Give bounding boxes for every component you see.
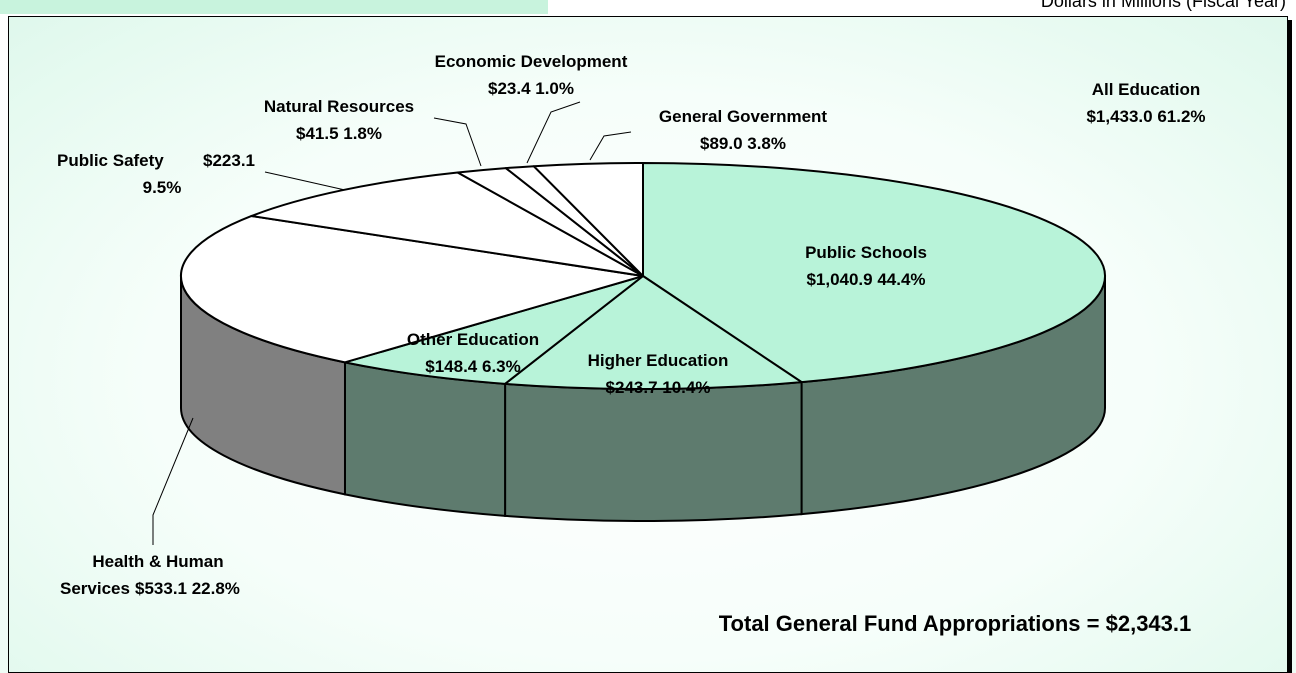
slice-label-public-safety-name: Public Safety (57, 151, 164, 170)
leader-line-natural-resources (433, 117, 482, 167)
slice-label-general-government-value: $89.0 3.8% (700, 134, 786, 153)
slice-label-public-safety-percent: 9.5% (143, 178, 182, 197)
slice-label-public-safety-value: $223.1 (203, 151, 255, 170)
slice-label-general-government-name: General Government (659, 107, 828, 126)
pie-tops (180, 162, 1106, 390)
slice-label-natural-resources-value: $41.5 1.8% (296, 124, 382, 143)
slice-general-government (532, 162, 644, 277)
slice-label-hhs-name2: Services (60, 579, 130, 598)
slice-label-economic-development-value: $23.4 1.0% (488, 79, 574, 98)
slice-higher-education (504, 275, 803, 390)
total-label: Total General Fund Appropriations = $2,3… (719, 611, 1192, 636)
pie-sides (180, 275, 1106, 522)
group-label-all-education-value: $1,433.0 61.2% (1086, 107, 1205, 126)
header-note: Dollars in Millions (Fiscal Year) (1040, 0, 1286, 11)
slice-health-and-human (180, 214, 644, 364)
slice-label-higher-education-name: Higher Education (588, 351, 729, 370)
leader-lines (152, 101, 632, 545)
slice-public-schools (642, 162, 1106, 384)
slice-label-other-education-name: Other Education (407, 330, 539, 349)
slice-label-hhs-value: $533.1 22.8% (135, 579, 240, 598)
leader-line-health-human-services (152, 417, 194, 545)
slice-labels: Public Schools $1,040.9 44.4% Higher Edu… (57, 52, 1206, 636)
slice-other-education (343, 275, 644, 385)
slice-label-hhs-name: Health & Human (92, 552, 223, 571)
slice-label-public-schools-value: $1,040.9 44.4% (806, 270, 925, 289)
frame-shadow (1288, 20, 1292, 673)
slice-side-higher-education (504, 381, 803, 522)
leader-line-public-safety (264, 171, 346, 191)
slice-label-natural-resources-name: Natural Resources (264, 97, 414, 116)
group-label-all-education-name: All Education (1092, 80, 1201, 99)
slice-side-other-education (343, 361, 507, 517)
slice-public-safety (250, 171, 644, 277)
top-banner (0, 0, 548, 14)
slice-label-other-education-value: $148.4 6.3% (425, 357, 520, 376)
slice-label-higher-education-value: $243.7 10.4% (606, 378, 711, 397)
slice-label-public-schools-name: Public Schools (805, 243, 927, 262)
leader-line-general-government (589, 131, 632, 161)
slice-label-economic-development-name: Economic Development (435, 52, 628, 71)
leader-line-economic-development (526, 101, 581, 164)
